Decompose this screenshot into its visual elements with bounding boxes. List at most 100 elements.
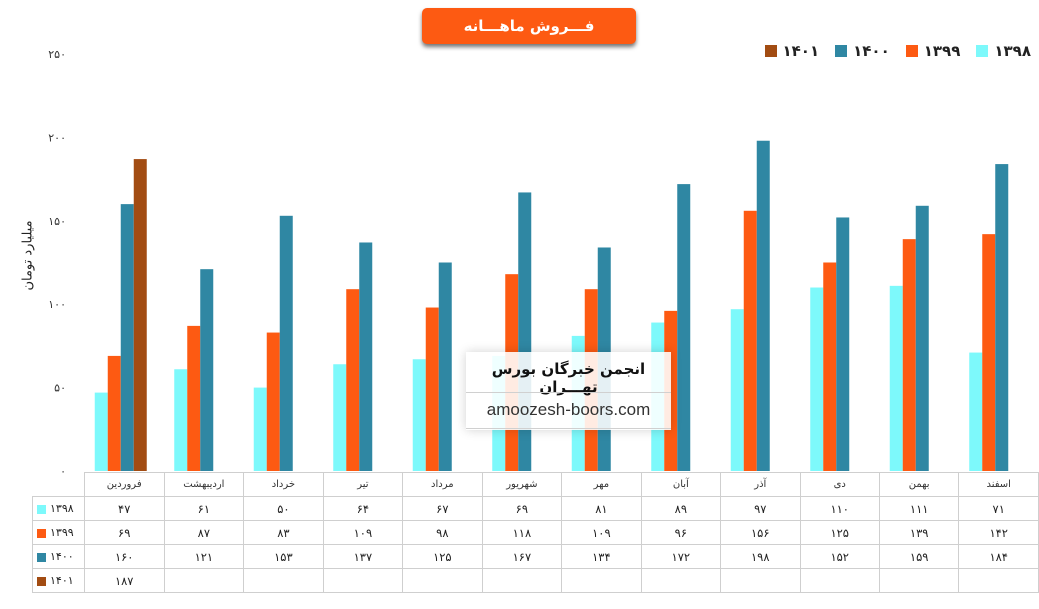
data-label: ۱۲۵ — [799, 520, 880, 545]
bar — [743, 210, 757, 472]
legend-swatch-1400 — [835, 45, 848, 57]
bar — [756, 140, 770, 471]
category-label: خرداد — [243, 472, 324, 497]
bar — [279, 215, 293, 471]
legend-item-1399: ۱۳۹۹ — [905, 42, 960, 60]
bar — [982, 234, 996, 471]
data-label — [163, 568, 245, 593]
bar — [94, 392, 108, 471]
data-label: ۱۵۹ — [878, 544, 960, 569]
data-label — [402, 568, 483, 593]
data-label — [958, 568, 1039, 593]
legend-label-1398: ۱۳۹۸ — [994, 42, 1031, 60]
data-label — [561, 568, 642, 593]
data-label: ۱۵۲ — [799, 544, 880, 569]
data-label: ۱۱۱ — [878, 496, 960, 521]
bar — [266, 332, 280, 471]
watermark-box: انجمن خبرگان بورس تهـــران amoozesh-boor… — [466, 352, 671, 430]
data-label: ۱۳۴ — [561, 544, 642, 569]
bar — [810, 287, 824, 471]
data-table: فروردین اردیبهشت خرداد تیر مرداد شهریور مهر آبا… — [32, 472, 1039, 593]
legend-item-1401: ۱۴۰۱ — [764, 42, 819, 60]
data-label: ۱۴۲ — [958, 520, 1039, 545]
data-label: ۶۹ — [83, 520, 165, 545]
data-label: ۱۳۷ — [322, 544, 404, 569]
category-label: آذر — [720, 472, 801, 497]
data-label: ۱۱۰ — [799, 496, 880, 521]
watermark-divider-bottom — [466, 428, 671, 429]
bar — [107, 355, 121, 471]
series-row-header: ۱۳۹۸ — [32, 496, 85, 521]
category-label: آبان — [640, 472, 722, 497]
data-label: ۹۶ — [640, 520, 722, 545]
bar — [677, 184, 691, 471]
data-label: ۶۱ — [163, 496, 245, 521]
legend-swatch-1401 — [764, 45, 777, 57]
data-label: ۱۱۸ — [481, 520, 563, 545]
bar — [174, 369, 188, 471]
data-label: ۱۳۹ — [878, 520, 960, 545]
legend-swatch-1399 — [905, 45, 918, 57]
category-label: مهر — [561, 472, 642, 497]
data-label: ۱۷۲ — [640, 544, 722, 569]
bar — [969, 352, 983, 471]
category-label: فروردین — [83, 472, 165, 497]
data-label — [322, 568, 404, 593]
data-label: ۱۹۸ — [720, 544, 801, 569]
data-label — [243, 568, 324, 593]
y-tick-label: ۱۵۰ — [48, 215, 66, 228]
data-label: ۴۷ — [83, 496, 165, 521]
series-swatch — [37, 552, 46, 562]
data-label: ۸۹ — [640, 496, 722, 521]
bar — [823, 262, 837, 471]
category-label: تیر — [322, 472, 404, 497]
table-row: ۱۴۰۱ ۱۸۷ — [32, 568, 1039, 593]
data-label — [640, 568, 722, 593]
bar — [133, 159, 147, 472]
data-label: ۱۲۱ — [163, 544, 245, 569]
category-label: شهریور — [481, 472, 563, 497]
bar — [425, 307, 439, 471]
legend-item-1398: ۱۳۹۸ — [976, 42, 1031, 60]
y-tick-label: ۰ — [60, 465, 66, 478]
series-swatch — [37, 504, 46, 514]
bar — [915, 205, 929, 471]
table-corner — [33, 473, 85, 497]
table-row: ۱۳۹۹ ۶۹ ۸۷ ۸۳ ۱۰۹ ۹۸ ۱۱۸ ۱۰۹ ۹۶ ۱۵۶ ۱۲۵ ۱۳۹ ۱۴۲ — [32, 520, 1039, 545]
data-label: ۱۵۶ — [720, 520, 801, 545]
data-label: ۱۶۰ — [83, 544, 165, 569]
bar — [902, 239, 916, 471]
category-label: مرداد — [402, 472, 483, 497]
data-label: ۱۶۷ — [481, 544, 563, 569]
legend-item-1400: ۱۴۰۰ — [835, 42, 890, 60]
watermark-title: انجمن خبرگان بورس تهـــران — [491, 360, 646, 396]
bar — [200, 269, 214, 471]
bar — [836, 217, 850, 471]
bar — [187, 325, 201, 471]
bar — [995, 164, 1009, 471]
y-tick-label: ۲۰۰ — [48, 131, 66, 144]
table-row: ۱۳۹۸ ۴۷ ۶۱ ۵۰ ۶۴ ۶۷ ۶۹ ۸۱ ۸۹ ۹۷ ۱۱۰ ۱۱۱ ۷۱ — [32, 496, 1039, 521]
series-row-header: ۱۴۰۰ — [32, 544, 85, 569]
legend-label-1400: ۱۴۰۰ — [853, 42, 890, 60]
data-label: ۶۹ — [481, 496, 563, 521]
category-label: بهمن — [878, 472, 960, 497]
bar — [438, 262, 452, 471]
bar — [253, 387, 267, 471]
data-label: ۹۷ — [720, 496, 801, 521]
legend-swatch-1398 — [976, 45, 989, 57]
data-label: ۱۸۷ — [83, 568, 165, 593]
data-label — [720, 568, 801, 593]
data-label: ۸۷ — [163, 520, 245, 545]
category-label: اردیبهشت — [163, 472, 245, 497]
data-label: ۶۴ — [322, 496, 404, 521]
bar — [889, 285, 903, 471]
y-tick-label: ۲۵۰ — [48, 48, 66, 61]
watermark-url: amoozesh-boors.com — [486, 400, 651, 419]
data-label: ۱۵۳ — [243, 544, 324, 569]
series-name: ۱۴۰۱ — [50, 574, 74, 587]
series-swatch — [37, 528, 46, 538]
chart-legend: ۱۳۹۸ ۱۳۹۹ ۱۴۰۰ ۱۴۰۱ — [764, 42, 1031, 60]
bar — [120, 204, 134, 471]
